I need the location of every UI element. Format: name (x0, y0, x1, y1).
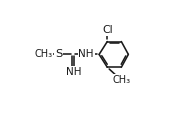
Text: CH₃: CH₃ (34, 49, 53, 59)
Text: NH: NH (66, 67, 81, 77)
Text: NH: NH (79, 49, 94, 59)
Text: S: S (55, 49, 62, 59)
Text: Cl: Cl (102, 25, 113, 35)
Text: CH₃: CH₃ (113, 75, 131, 85)
